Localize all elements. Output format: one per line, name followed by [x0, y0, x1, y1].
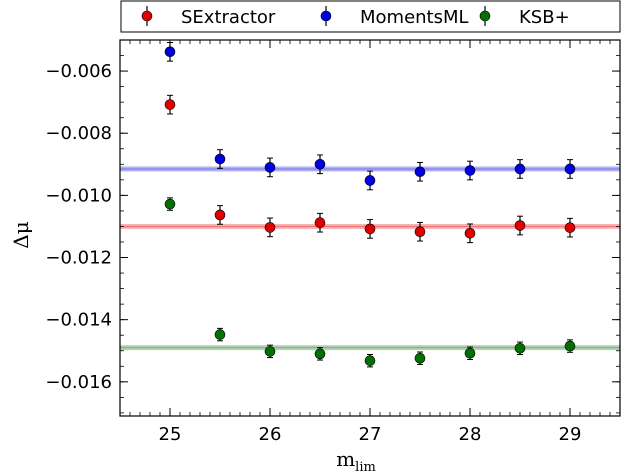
data-point-0	[264, 217, 276, 238]
y-tick-label: −0.008	[45, 123, 112, 144]
y-tick-label: −0.006	[45, 61, 112, 82]
legend-entry-0: SExtractor	[141, 6, 276, 28]
point-marker	[314, 348, 326, 360]
point-marker	[464, 227, 476, 239]
point-marker	[364, 223, 376, 235]
point-marker	[564, 163, 576, 175]
data-point-2	[414, 351, 426, 365]
mean-band-1	[120, 166, 620, 172]
y-tick-label: −0.012	[45, 248, 112, 269]
data-point-0	[314, 212, 326, 233]
data-point-0	[564, 217, 576, 238]
point-marker	[264, 162, 276, 173]
x-tick-label: 27	[359, 424, 382, 445]
x-tick-label: 26	[259, 424, 282, 445]
y-axis-label: Δμ	[9, 221, 33, 248]
data-point-2	[264, 344, 276, 359]
legend-marker	[320, 10, 332, 22]
point-marker	[364, 355, 376, 366]
data-point-2	[214, 327, 226, 342]
point-marker	[414, 352, 426, 364]
data-point-2	[364, 353, 376, 368]
data-point-1	[214, 149, 226, 169]
data-point-2	[564, 339, 576, 353]
data-point-0	[514, 215, 526, 236]
x-axis-label: mlim	[336, 447, 376, 474]
point-marker	[314, 158, 326, 170]
data-point-1	[464, 160, 476, 181]
data-point-2	[464, 346, 476, 360]
point-marker	[364, 175, 376, 186]
data-point-0	[164, 94, 176, 115]
x-tick-label: 29	[559, 424, 582, 445]
data-point-1	[264, 157, 276, 178]
point-marker	[214, 153, 226, 165]
point-marker	[214, 329, 226, 340]
legend-marker	[479, 10, 491, 22]
data-point-2	[164, 197, 176, 211]
legend-entry-1: MomentsML	[320, 6, 469, 28]
legend-marker	[141, 10, 153, 22]
point-marker	[514, 342, 526, 354]
legend-entry-2: KSB+	[479, 6, 570, 28]
legend: SExtractor MomentsML KSB+	[120, 0, 621, 33]
point-marker	[464, 165, 476, 176]
data-point-1	[414, 161, 426, 182]
y-tick-label: −0.014	[45, 310, 112, 331]
legend-label: KSB+	[519, 7, 570, 28]
point-marker	[164, 99, 176, 110]
point-marker	[264, 222, 276, 233]
mean-bands	[120, 166, 620, 351]
point-marker	[314, 217, 326, 229]
point-marker	[514, 220, 526, 231]
x-tick-label: 28	[459, 424, 482, 445]
legend-label: SExtractor	[181, 7, 276, 28]
point-marker	[564, 222, 576, 233]
axis-ticks: 25 26 27 28 29 −0.006 −0.008 −0.010 −0.012 −0.014…	[45, 40, 621, 445]
point-marker	[264, 346, 276, 357]
y-tick-label: −0.010	[45, 185, 112, 206]
data-point-0	[464, 223, 476, 244]
legend-label: MomentsML	[360, 7, 469, 28]
data-point-2	[314, 347, 326, 361]
data-point-0	[364, 219, 376, 239]
point-marker	[164, 198, 176, 210]
mean-band-2	[120, 345, 620, 351]
x-axis-label-main: m	[336, 447, 355, 471]
point-marker	[464, 347, 476, 359]
point-marker	[514, 163, 526, 175]
data-point-0	[414, 221, 426, 242]
data-point-1	[364, 170, 376, 191]
x-axis-label-sub: lim	[355, 460, 376, 474]
data-point-2	[514, 341, 526, 355]
point-marker	[414, 166, 426, 178]
x-axis-label-text: mlim	[336, 447, 376, 474]
data-point-1	[564, 159, 576, 179]
x-tick-label: 25	[159, 424, 182, 445]
data-points	[164, 41, 576, 368]
legend-box	[120, 0, 621, 33]
point-marker	[414, 226, 426, 238]
data-point-0	[214, 205, 226, 225]
point-marker	[564, 340, 576, 352]
y-tick-label: −0.016	[45, 372, 112, 393]
data-point-1	[314, 154, 326, 175]
point-marker	[214, 209, 226, 221]
point-marker	[164, 46, 176, 58]
data-point-1	[514, 159, 526, 179]
